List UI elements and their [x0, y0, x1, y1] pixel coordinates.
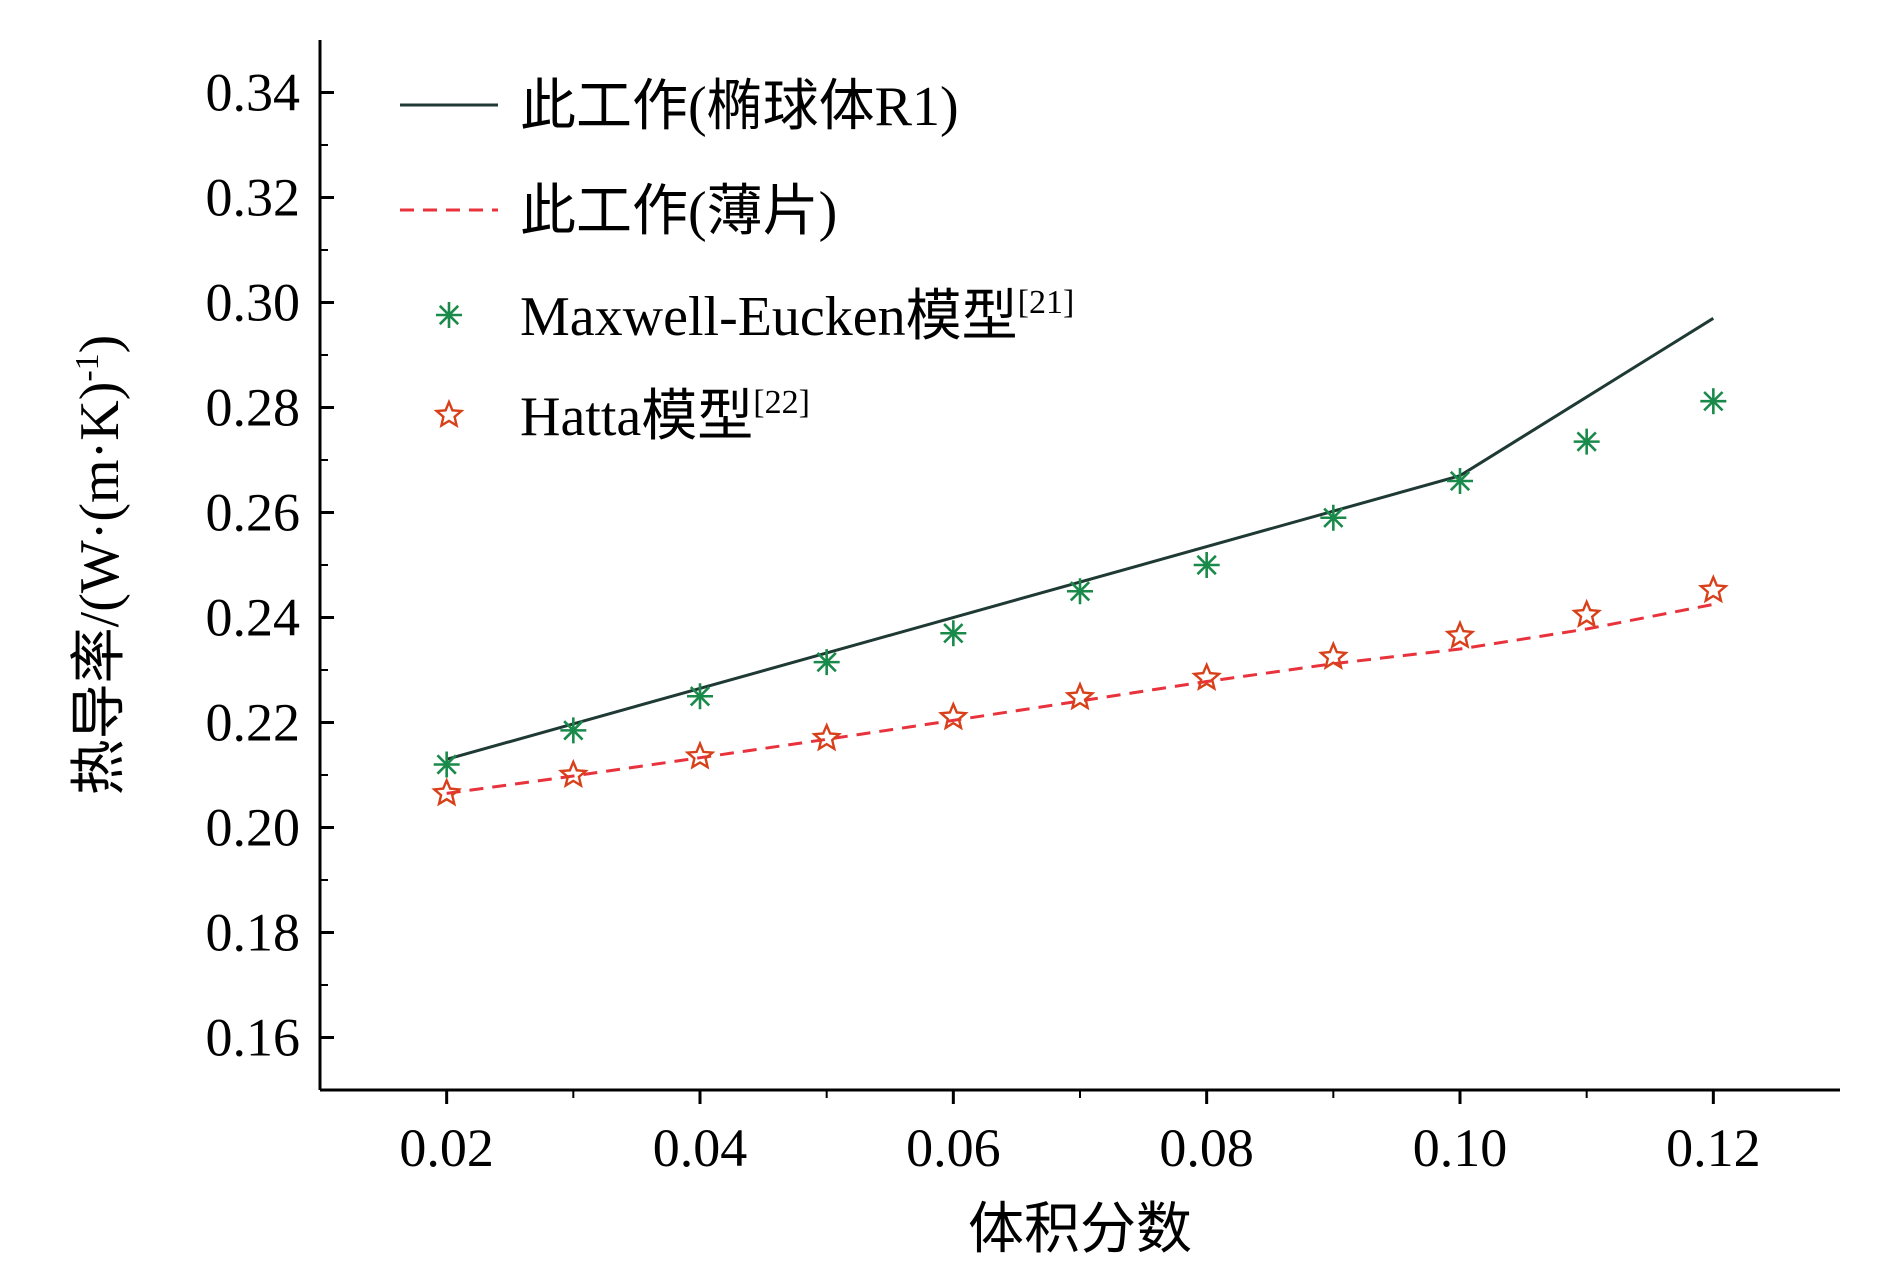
- legend-label-text: 此工作(薄片): [520, 181, 837, 243]
- asterisk-point: [687, 683, 713, 710]
- asterisk-point: [940, 620, 967, 647]
- asterisk-point: [1447, 468, 1473, 494]
- y-axis-title: 热导率/(W·(m·K)-1): [69, 335, 131, 796]
- legend-label: Hatta模型[22]: [520, 384, 810, 448]
- legend-label-text: Hatta模型: [520, 386, 753, 448]
- star-point: [1191, 661, 1222, 691]
- series-1: [446, 602, 1714, 795]
- legend-label: 此工作(椭球体R1): [520, 76, 959, 138]
- y-tick-label: 0.22: [206, 693, 301, 753]
- x-tick-label: 0.02: [399, 1118, 494, 1178]
- x-tick-label: 0.08: [1159, 1118, 1254, 1178]
- legend-swatch-star: [433, 398, 465, 428]
- legend-item-0: 此工作(椭球体R1): [400, 76, 959, 138]
- data-series: [431, 317, 1729, 807]
- series-0: [446, 317, 1715, 761]
- star-point: [938, 701, 969, 731]
- asterisk-stroke: [1323, 507, 1344, 528]
- series-2: [433, 388, 1727, 778]
- legend-item-2: Maxwell-Eucken模型[21]: [436, 284, 1074, 348]
- asterisk-point: [433, 751, 460, 778]
- legend-label-superscript: [22]: [753, 384, 810, 421]
- asterisk-stroke: [943, 623, 964, 644]
- legend-label-text: Maxwell-Eucken模型: [520, 286, 1018, 348]
- asterisk-stroke: [563, 720, 584, 741]
- asterisk-stroke: [1196, 554, 1217, 576]
- legend: 此工作(椭球体R1) 此工作(薄片) Maxwell-Eucken模型[21] Hat…: [400, 76, 1074, 448]
- asterisk-stroke: [438, 304, 460, 326]
- asterisk-point: [1067, 578, 1093, 605]
- asterisk-point: [813, 649, 840, 676]
- legend-label: 此工作(薄片): [520, 181, 837, 243]
- y-axis-title-main: 热导率/(W·(m·K): [69, 382, 131, 796]
- x-tick-label: 0.06: [906, 1118, 1001, 1178]
- y-axis-title-end: ): [69, 335, 131, 354]
- x-axis-title: 体积分数: [968, 1199, 1192, 1261]
- asterisk-stroke: [1069, 581, 1091, 602]
- asterisk-stroke: [1703, 391, 1724, 412]
- series-3: [431, 574, 1729, 807]
- star-point: [1698, 574, 1729, 604]
- asterisk-point: [1193, 552, 1220, 578]
- y-axis-title-superscript: -1: [69, 353, 106, 381]
- star-point: [811, 722, 842, 752]
- star-point: [1571, 598, 1602, 628]
- y-tick-label: 0.34: [206, 63, 301, 123]
- star-point: [1444, 619, 1476, 649]
- ticks: 0.02 0.04 0.06 0.08 0.10 0.12 0.16 0.18 0.20 0.22…: [206, 63, 1761, 1179]
- y-tick-label: 0.26: [206, 483, 301, 543]
- asterisk-point: [1700, 388, 1727, 415]
- asterisk-stroke: [1449, 470, 1471, 492]
- asterisk-stroke: [816, 652, 837, 673]
- asterisk-stroke: [689, 686, 711, 707]
- asterisk-stroke: [436, 754, 457, 775]
- y-tick-label: 0.20: [206, 798, 301, 858]
- x-tick-label: 0.12: [1666, 1118, 1761, 1178]
- y-tick-label: 0.16: [206, 1008, 301, 1068]
- x-tick-label: 0.04: [653, 1118, 748, 1178]
- star-point: [431, 777, 462, 807]
- asterisk-point: [1573, 428, 1600, 455]
- legend-label: Maxwell-Eucken模型[21]: [520, 284, 1074, 348]
- y-tick-label: 0.32: [206, 168, 301, 228]
- star-point: [684, 740, 716, 770]
- y-tick-label: 0.28: [206, 378, 301, 438]
- y-tick-label: 0.30: [206, 273, 301, 333]
- star-point: [1064, 681, 1096, 711]
- asterisk-point: [560, 717, 587, 744]
- y-tick-label: 0.24: [206, 588, 301, 648]
- series-dashed-line: [446, 602, 1714, 795]
- legend-swatch-asterisk: [436, 302, 462, 328]
- asterisk-point: [1320, 504, 1347, 531]
- series-solid-line: [446, 317, 1715, 761]
- legend-label-superscript: [21]: [1018, 284, 1075, 321]
- star-point: [1318, 640, 1349, 670]
- legend-item-3: Hatta模型[22]: [433, 384, 810, 448]
- y-tick-label: 0.18: [206, 903, 301, 963]
- star-point: [558, 758, 589, 789]
- legend-label-text: 此工作(椭球体R1): [520, 76, 959, 138]
- asterisk-stroke: [1576, 431, 1597, 452]
- x-tick-label: 0.10: [1413, 1118, 1508, 1178]
- legend-item-1: 此工作(薄片): [400, 181, 837, 243]
